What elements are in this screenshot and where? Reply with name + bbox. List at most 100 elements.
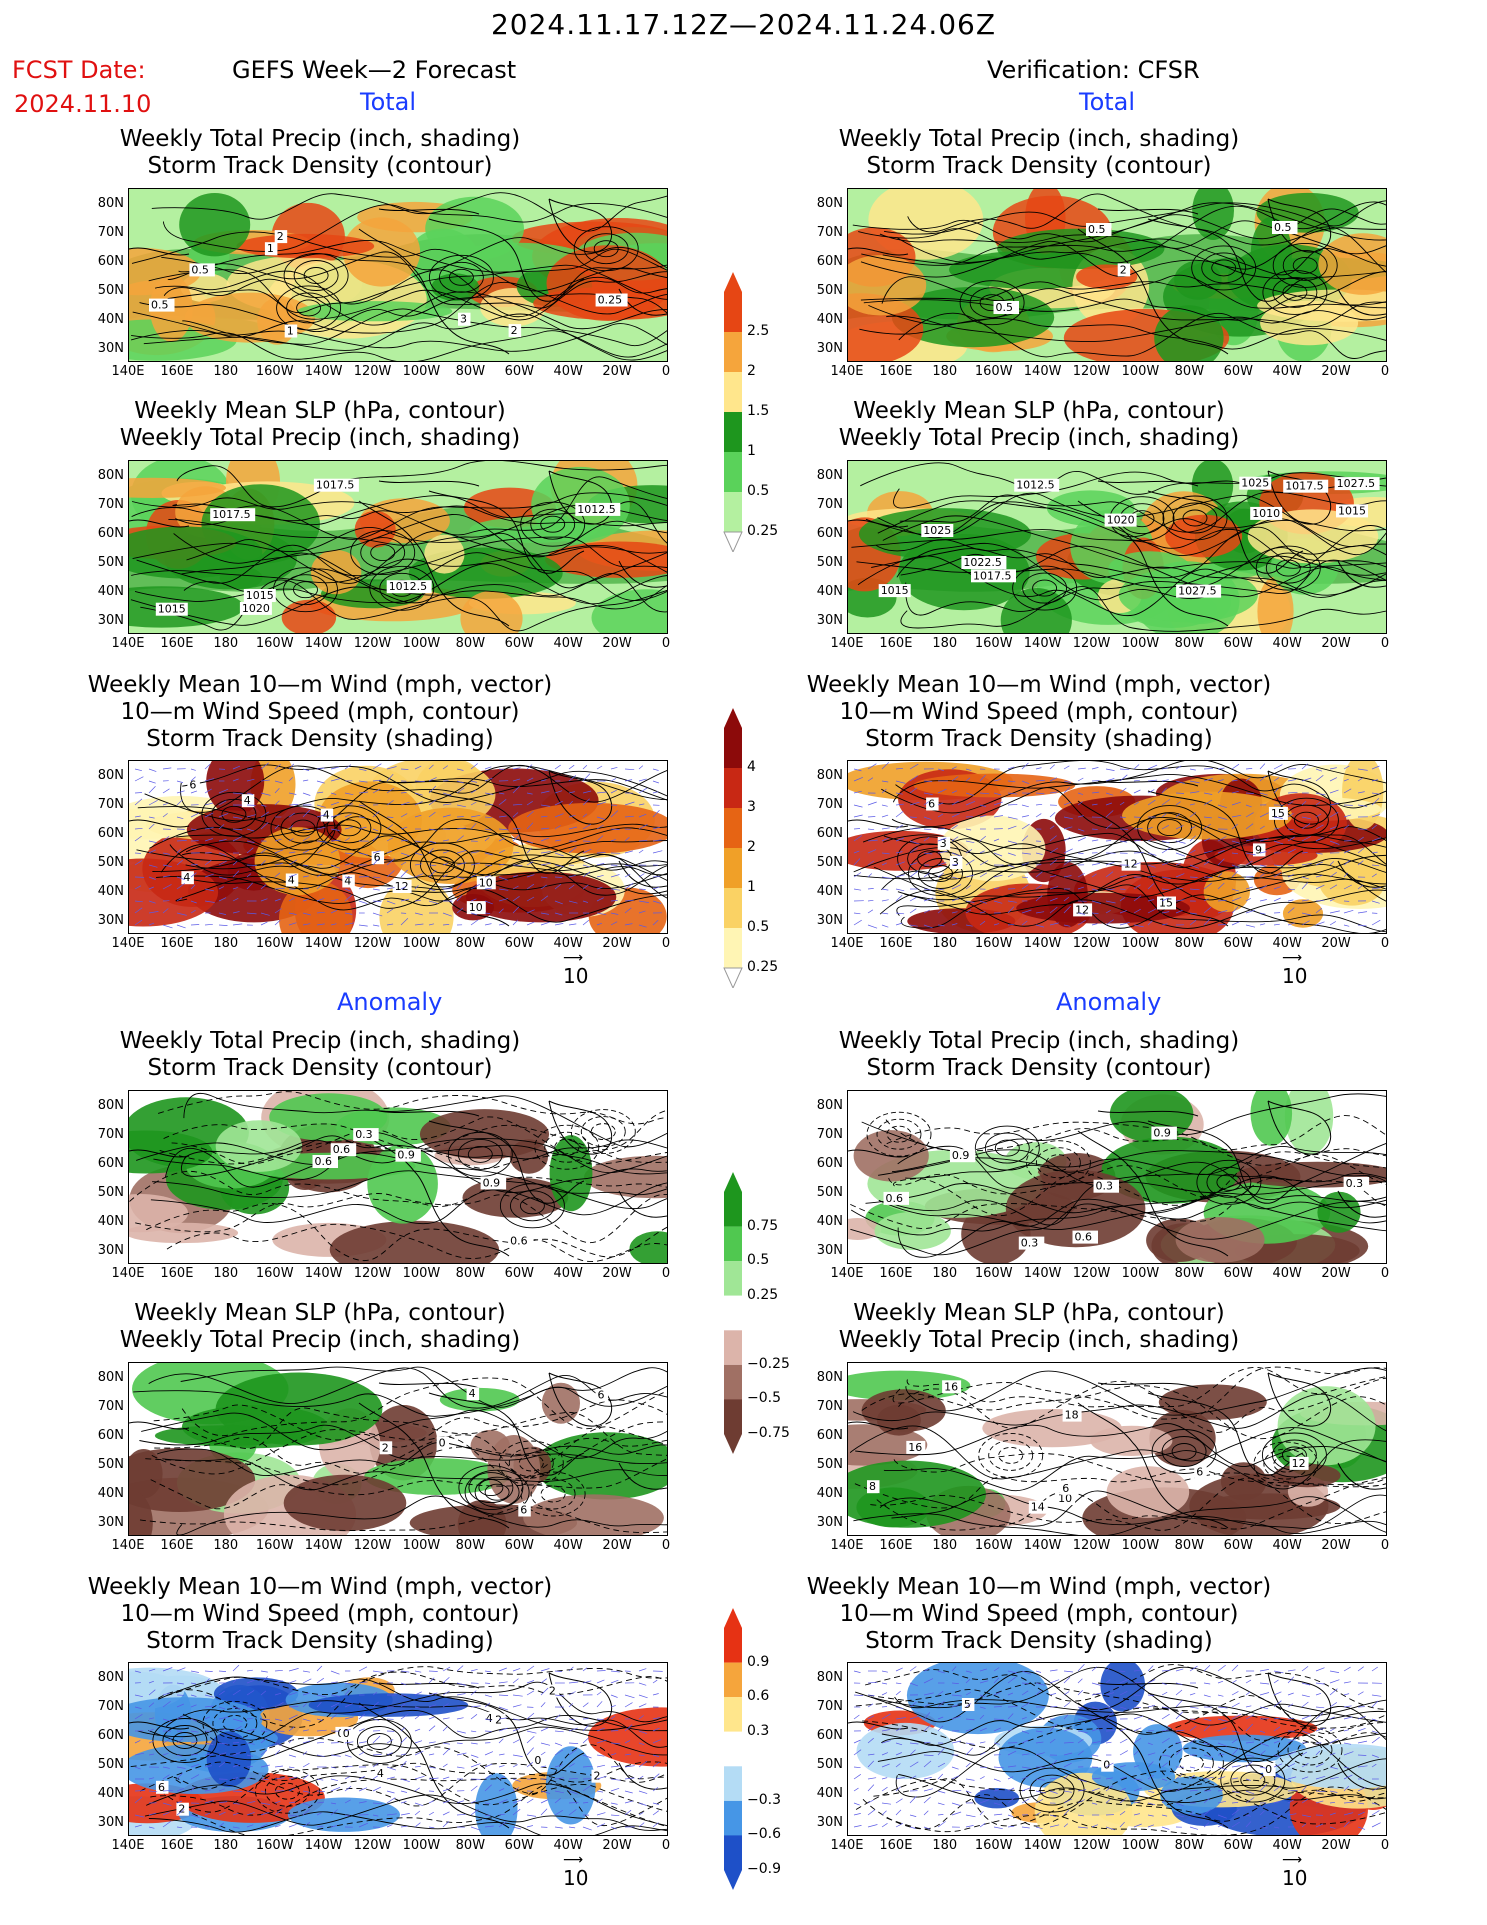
svg-text:6: 6 [520, 1504, 527, 1517]
wind-vector [1147, 1814, 1154, 1817]
wind-vector [624, 882, 634, 890]
svg-text:1020: 1020 [1107, 514, 1135, 527]
wind-vector [1259, 825, 1265, 830]
wind-vector [232, 778, 239, 782]
contour-line [862, 1770, 1386, 1830]
wind-vector [1105, 1706, 1112, 1709]
wind-vector [1329, 1688, 1338, 1696]
wind-vector [1063, 1728, 1071, 1732]
contour-line [1206, 1166, 1252, 1198]
wind-vector [1161, 779, 1169, 782]
wind-vector [204, 838, 213, 842]
wind-vector [484, 912, 491, 914]
contour-line [168, 504, 667, 546]
wind-vector [554, 800, 563, 806]
lon-tick-label: 180 [932, 1538, 958, 1553]
wind-vector [372, 900, 382, 902]
lon-tick-label: 60W [1223, 1266, 1253, 1281]
shading-region [541, 1382, 580, 1424]
wind-vector [512, 906, 520, 914]
colorbar-segment [724, 332, 742, 372]
wind-vector [540, 1751, 546, 1756]
contour-line [520, 501, 586, 547]
wind-vector [414, 923, 424, 926]
contour-line [1253, 1441, 1319, 1487]
wind-vector [1329, 1728, 1335, 1732]
wind-vector [498, 1765, 505, 1768]
wind-vector [1175, 1668, 1184, 1672]
lon-tick-label: 160E [160, 1266, 194, 1281]
wind-vector [1091, 1706, 1100, 1711]
lat-tick-label: 30N [816, 1515, 843, 1530]
wind-vector [1371, 1700, 1379, 1708]
wind-vector [937, 1716, 944, 1720]
wind-vector [1259, 1766, 1267, 1769]
contour-line [293, 581, 318, 599]
wind-vector [1021, 835, 1029, 842]
wind-vector [148, 1826, 155, 1829]
wind-vector [993, 874, 1003, 878]
wind-vector [568, 1742, 579, 1744]
colorbar-tick-label: 0.75 [747, 1217, 779, 1234]
wind-vector [386, 1797, 396, 1804]
wind-vector [1007, 792, 1018, 795]
wind-vector [218, 1761, 226, 1768]
wind-vector [582, 798, 590, 806]
wind-vector [1217, 1727, 1227, 1732]
lon-tick-label: 60W [1223, 636, 1253, 651]
wind-vector [1091, 923, 1098, 926]
wind-vector [554, 1810, 563, 1816]
wind-vector [400, 1753, 407, 1756]
wind-vector [993, 792, 1002, 796]
shading-region [534, 1432, 667, 1500]
svg-text:0.5: 0.5 [151, 299, 169, 312]
wind-vector [1315, 1823, 1324, 1828]
coastline [428, 1392, 585, 1476]
wind-vector [540, 1790, 551, 1794]
contour-line [893, 1453, 1386, 1488]
colorbar-tick-label: 4 [747, 759, 756, 775]
wind-vector [470, 1800, 477, 1804]
colorbar-segment [724, 1261, 742, 1296]
wind-vector [1357, 1802, 1365, 1805]
wind-vector [484, 1814, 491, 1816]
colorbar-top-arrow [724, 1172, 742, 1192]
lon-tick-label: 100W [402, 1838, 441, 1853]
wind-vector [1119, 922, 1130, 926]
contour-line [883, 1439, 1386, 1492]
svg-text:1015: 1015 [1338, 504, 1366, 517]
lon-tick-label: 140W [1023, 364, 1062, 379]
wind-vector [1147, 1704, 1156, 1708]
wind-vector [400, 1727, 406, 1732]
contour-label: 10 [1056, 1492, 1076, 1506]
fcst-date-value: 2024.11.10 [14, 90, 152, 118]
wind-vector [302, 1822, 311, 1828]
wind-vector [1049, 1693, 1057, 1696]
wind-vector [923, 897, 934, 902]
wind-vector [1273, 1763, 1283, 1768]
wind-vector [400, 1801, 407, 1804]
svg-text:1017.5: 1017.5 [1285, 480, 1324, 493]
wind-vector [895, 1809, 902, 1816]
wind-vector [274, 849, 284, 854]
wind-vector [330, 778, 341, 782]
lon-tick-label: 40W [1272, 936, 1302, 951]
shading-region [354, 510, 396, 548]
wind-vector [470, 1808, 479, 1816]
colorbar-segment [724, 492, 742, 532]
wind-vector [1063, 1762, 1072, 1768]
wind-vector [344, 803, 354, 806]
lon-tick-label: 20W [1321, 1538, 1351, 1553]
lon-tick-label: 60W [504, 936, 534, 951]
contour-line [175, 875, 667, 923]
wind-vector [1049, 1824, 1060, 1828]
wind-vector [1147, 1824, 1155, 1828]
wind-vector [316, 1790, 325, 1792]
wind-vector [1049, 1759, 1058, 1768]
wind-vector [414, 1802, 424, 1807]
wind-vector [1329, 811, 1339, 818]
lat-tick-label: 40N [816, 884, 843, 899]
wind-vector [414, 1670, 422, 1673]
wind-vector [302, 828, 311, 830]
wind-vector [498, 1788, 505, 1792]
